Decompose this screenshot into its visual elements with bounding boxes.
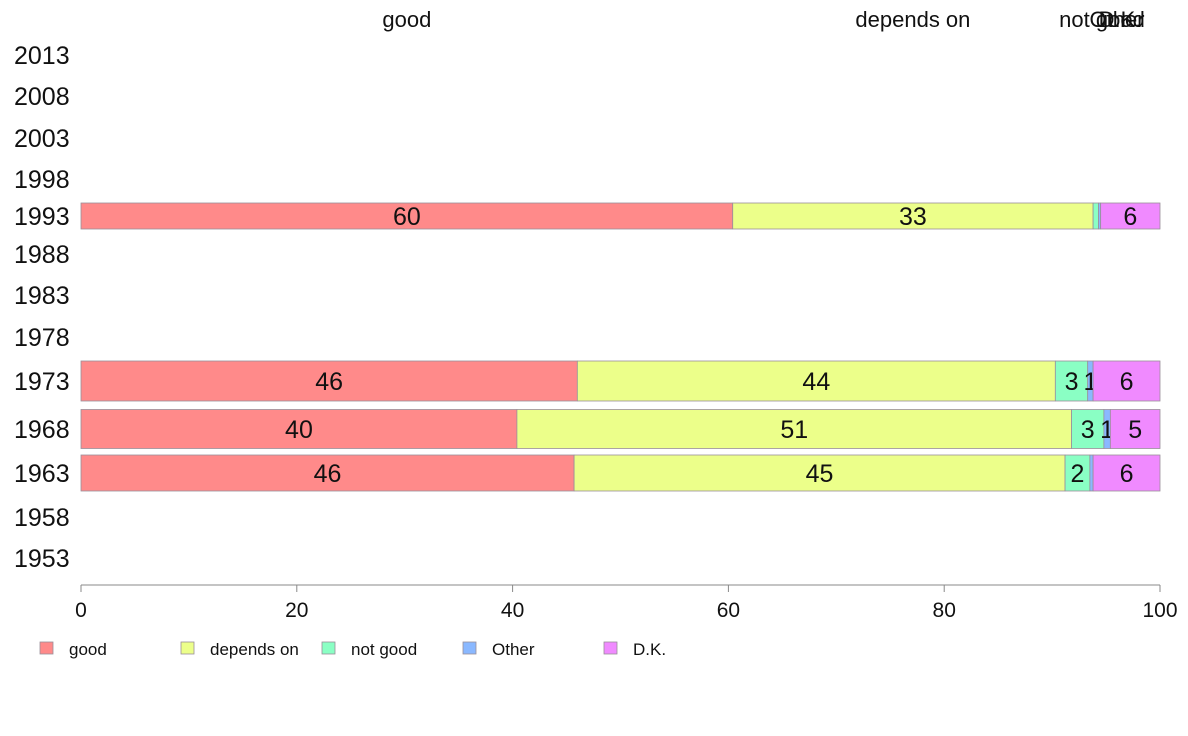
data-label-not-good-1973: 3 — [1065, 368, 1079, 396]
x-tick-label-40: 40 — [501, 599, 524, 622]
data-label-depends-on-1963: 45 — [806, 460, 834, 488]
bar-d-k-1963 — [1092, 454, 1161, 492]
y-tick-label-1983: 1983 — [14, 282, 70, 310]
legend-label-depends-on: depends on — [210, 640, 299, 659]
data-label-good-1973: 46 — [315, 368, 343, 396]
bar-d-k-1968 — [1109, 409, 1161, 449]
data-label-good-1963: 46 — [314, 460, 342, 488]
y-tick-label-2008: 2008 — [14, 83, 70, 111]
legend-label-not-good: not good — [351, 640, 417, 659]
x-tick-label-0: 0 — [75, 599, 87, 622]
y-tick-label-2013: 2013 — [14, 42, 70, 70]
data-label-not-good-1968: 3 — [1081, 416, 1095, 444]
y-tick-label-1978: 1978 — [14, 324, 70, 352]
x-tick-label-20: 20 — [285, 599, 308, 622]
bar-depends-on-1973 — [576, 360, 1056, 402]
data-label-d-k-1993: 6 — [1123, 203, 1137, 231]
top-label-depends-on: depends on — [855, 7, 970, 32]
bar-depends-on-1963 — [573, 454, 1066, 492]
data-label-depends-on-1973: 44 — [802, 368, 830, 396]
y-tick-label-1953: 1953 — [14, 545, 70, 573]
bar-depends-on-1993 — [732, 202, 1094, 230]
bar-d-k-1973 — [1092, 360, 1161, 402]
legend-label-other: Other — [492, 640, 535, 659]
top-label-d-k: D.K. — [1099, 7, 1142, 32]
legend-swatch-good — [39, 641, 54, 655]
x-tick-label-80: 80 — [933, 599, 956, 622]
x-tick-label-100: 100 — [1142, 599, 1177, 622]
legend-swatch-not-good — [321, 641, 336, 655]
legend-label-good: good — [69, 640, 107, 659]
y-tick-label-1968: 1968 — [14, 416, 70, 444]
data-label-not-good-1963: 2 — [1071, 460, 1085, 488]
legend-swatch-depends-on — [180, 641, 195, 655]
legend-swatch-d-k — [603, 641, 618, 655]
y-tick-label-1958: 1958 — [14, 504, 70, 532]
bar-good-1993 — [80, 202, 734, 230]
top-label-not-good: not good — [1059, 7, 1145, 32]
bar-other-1963 — [1089, 454, 1094, 492]
top-label-good: good — [382, 7, 431, 32]
y-tick-label-1973: 1973 — [14, 368, 70, 396]
legend-label-d-k: D.K. — [633, 640, 666, 659]
y-tick-label-1998: 1998 — [14, 166, 70, 194]
data-label-good-1968: 40 — [285, 416, 313, 444]
x-tick-label-60: 60 — [717, 599, 740, 622]
bar-not-good-1993 — [1092, 202, 1099, 230]
data-label-depends-on-1968: 51 — [780, 416, 808, 444]
y-tick-label-1988: 1988 — [14, 241, 70, 269]
bar-not-good-1973 — [1054, 360, 1089, 402]
bar-good-1963 — [80, 454, 575, 492]
data-label-good-1993: 60 — [393, 203, 421, 231]
bar-depends-on-1968 — [516, 409, 1072, 449]
data-label-d-k-1973: 6 — [1120, 368, 1134, 396]
y-tick-label-2003: 2003 — [14, 125, 70, 153]
data-label-d-k-1963: 6 — [1120, 460, 1134, 488]
y-tick-label-1993: 1993 — [14, 203, 70, 231]
bar-d-k-1993 — [1100, 202, 1161, 230]
data-label-depends-on-1993: 33 — [899, 203, 927, 231]
legend-swatch-other — [462, 641, 477, 655]
data-label-d-k-1968: 5 — [1128, 416, 1142, 444]
y-tick-label-1963: 1963 — [14, 460, 70, 488]
top-label-other: Other — [1089, 7, 1144, 32]
